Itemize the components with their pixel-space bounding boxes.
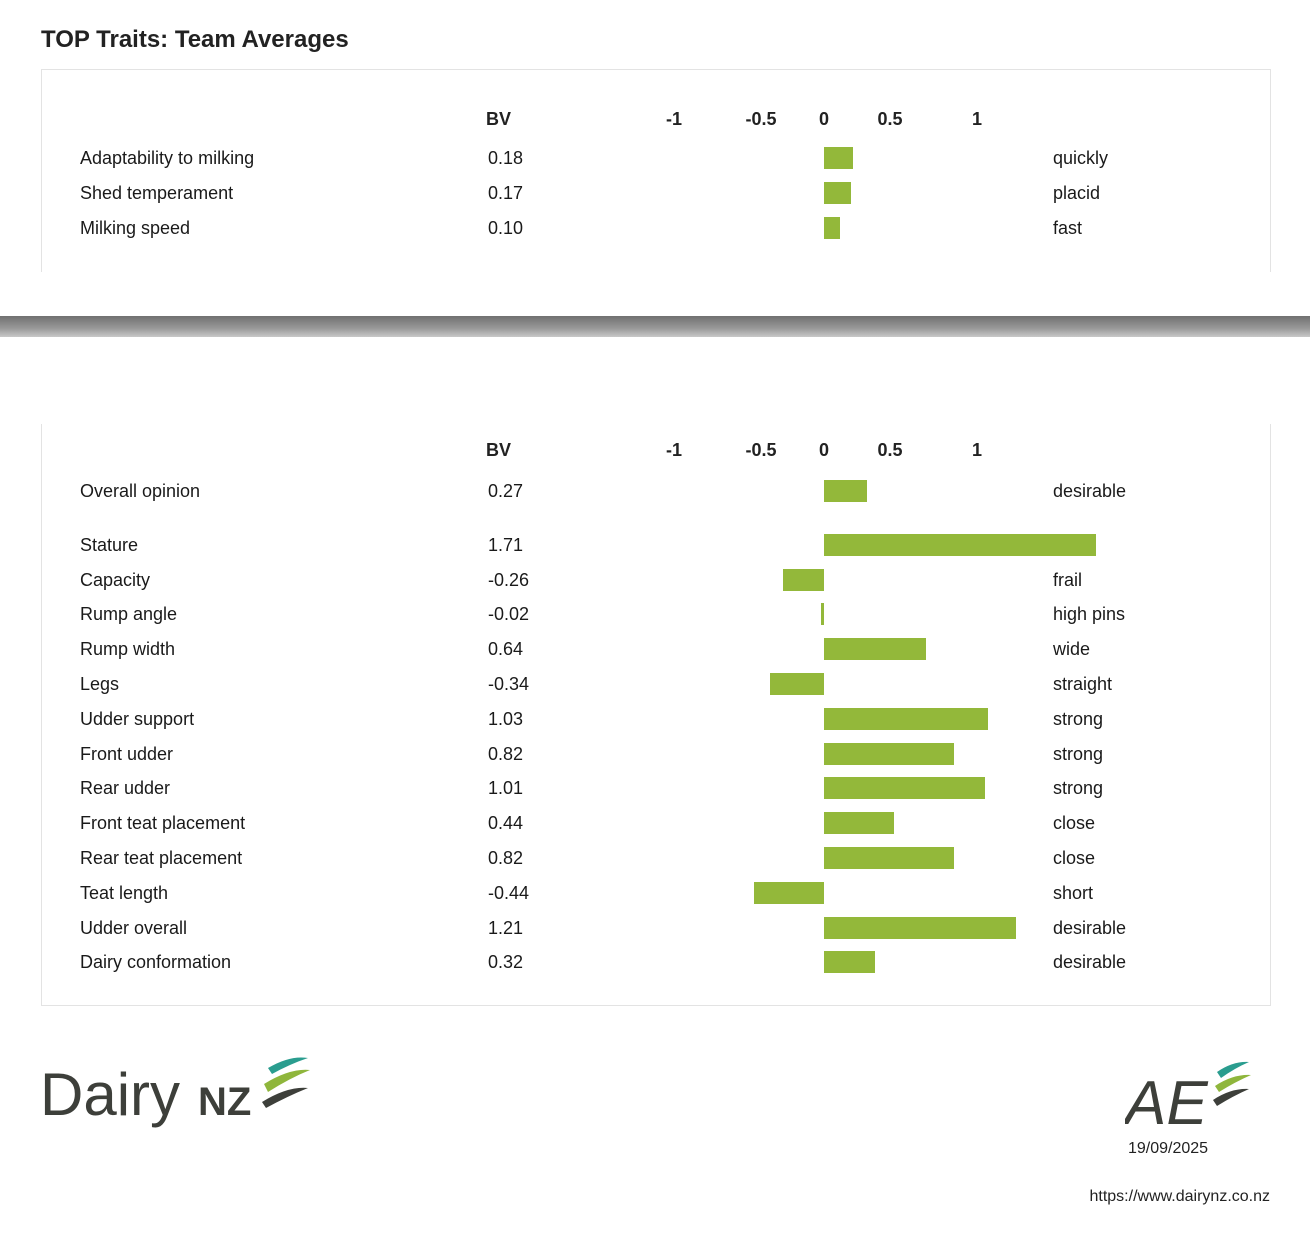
section-divider — [0, 316, 1310, 337]
bv-value: -0.02 — [488, 604, 530, 624]
page-title: TOP Traits: Team Averages — [41, 26, 349, 53]
bv-bar — [824, 743, 955, 765]
bv-bar — [824, 777, 985, 799]
trait-label: Teat length — [80, 883, 169, 903]
trait-label: Dairy conformation — [80, 952, 232, 972]
bv-value: 1.21 — [488, 918, 524, 938]
bv-value: -0.44 — [488, 883, 530, 903]
bv-value: 1.01 — [488, 778, 524, 798]
axis-tick: -1 — [665, 440, 683, 460]
bv-bar — [824, 847, 955, 869]
axis-tick: -0.5 — [745, 440, 777, 460]
bv-bar — [824, 534, 1096, 556]
chart-panel-conformation: BV -1 -0.5 0 0.5 1 Overall opinion 0.27 de… — [41, 424, 1271, 1006]
trait-label: Shed temperament — [80, 183, 234, 203]
bv-value: 1.71 — [488, 535, 524, 555]
dairynz-logo: Dairy NZ — [40, 1050, 315, 1145]
trait-label: Front teat placement — [80, 813, 246, 833]
bv-value: 0.17 — [488, 183, 524, 203]
trait-descriptor: desirable — [1053, 918, 1127, 938]
bv-bar — [754, 882, 824, 904]
trait-label: Front udder — [80, 744, 174, 764]
trait-descriptor: quickly — [1053, 148, 1109, 168]
trait-label: Capacity — [80, 570, 151, 590]
trait-label: Adaptability to milking — [80, 148, 255, 168]
bv-value: 0.82 — [488, 848, 524, 868]
trait-descriptor: fast — [1053, 218, 1083, 238]
dairynz-logo-dairy-text: Dairy — [40, 1061, 180, 1128]
trait-label: Rump angle — [80, 604, 178, 624]
trait-descriptor: desirable — [1053, 481, 1127, 501]
axis-tick: 0 — [818, 440, 830, 460]
footer-url-link[interactable]: https://www.dairynz.co.nz — [1089, 1188, 1270, 1205]
trait-label: Rear teat placement — [80, 848, 243, 868]
bv-value: -0.26 — [488, 570, 530, 590]
trait-label: Rump width — [80, 639, 176, 659]
bv-bar — [824, 217, 840, 239]
trait-descriptor: desirable — [1053, 952, 1127, 972]
trait-descriptor: strong — [1053, 778, 1104, 798]
bv-bar — [824, 917, 1017, 939]
bv-value: 0.64 — [488, 639, 524, 659]
axis-tick: 0.5 — [877, 109, 903, 129]
bv-value: 0.27 — [488, 481, 524, 501]
trait-label: Udder support — [80, 709, 195, 729]
bv-bar — [824, 638, 926, 660]
ae-logo-text: AE — [1125, 1069, 1208, 1128]
bv-value: 1.03 — [488, 709, 524, 729]
axis-tick: 0 — [818, 109, 830, 129]
bv-value: 0.18 — [488, 148, 524, 168]
trait-label: Udder overall — [80, 918, 188, 938]
axis-tick: -0.5 — [745, 109, 777, 129]
axis-tick: 1 — [971, 109, 983, 129]
bv-bar — [824, 951, 875, 973]
trait-label: Legs — [80, 674, 120, 694]
axis-tick: 1 — [971, 440, 983, 460]
trait-descriptor: close — [1053, 848, 1096, 868]
trait-descriptor: strong — [1053, 709, 1104, 729]
bv-value: 0.10 — [488, 218, 524, 238]
trait-label: Stature — [80, 535, 139, 555]
bv-bar — [824, 182, 852, 204]
bv-value: 0.44 — [488, 813, 524, 833]
trait-label: Overall opinion — [80, 481, 201, 501]
bv-header: BV — [486, 440, 512, 460]
trait-descriptor: straight — [1053, 674, 1113, 694]
bv-bar — [824, 708, 988, 730]
bv-bar — [824, 147, 853, 169]
trait-descriptor: strong — [1053, 744, 1104, 764]
trait-descriptor: wide — [1053, 639, 1091, 659]
bv-header: BV — [486, 109, 512, 129]
axis-tick: 0.5 — [877, 440, 903, 460]
trait-descriptor: frail — [1053, 570, 1083, 590]
dairynz-logo-nz-text: NZ — [198, 1080, 251, 1124]
trait-descriptor: short — [1053, 883, 1094, 903]
ae-logo: AE — [1121, 1056, 1255, 1138]
bv-value: 0.82 — [488, 744, 524, 764]
bv-value: 0.32 — [488, 952, 524, 972]
report-date: 19/09/2025 — [1128, 1140, 1209, 1157]
bv-bar — [820, 603, 824, 625]
bv-bar — [824, 480, 867, 502]
bv-bar — [782, 569, 824, 591]
trait-label: Rear udder — [80, 778, 171, 798]
trait-descriptor: close — [1053, 813, 1096, 833]
bv-bar — [824, 812, 894, 834]
chart-panel-milking: BV -1 -0.5 0 0.5 1 Adaptability to milki… — [41, 69, 1271, 272]
trait-descriptor: high pins — [1053, 604, 1126, 624]
bv-bar — [769, 673, 824, 695]
trait-label: Milking speed — [80, 218, 191, 238]
axis-tick: -1 — [665, 109, 683, 129]
bv-value: -0.34 — [488, 674, 530, 694]
trait-descriptor: placid — [1053, 183, 1101, 203]
